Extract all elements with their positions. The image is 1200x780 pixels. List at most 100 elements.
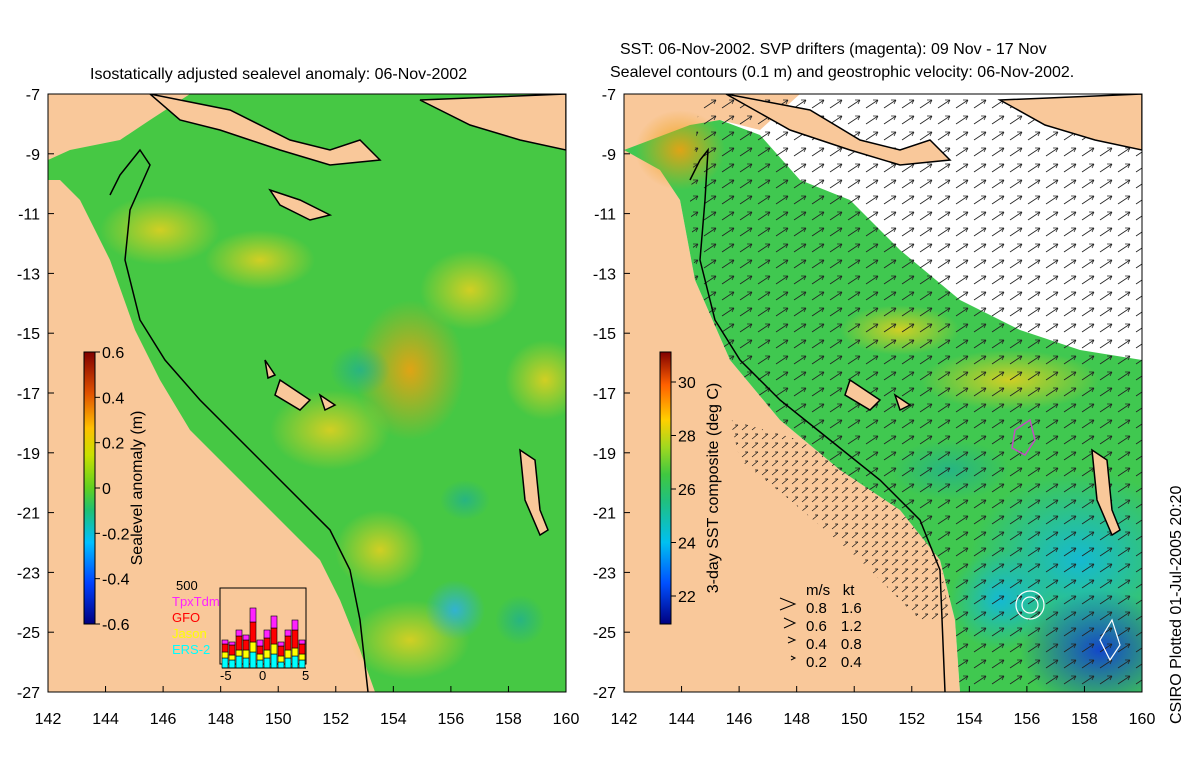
histogram-legend-item: GFO (172, 610, 201, 625)
colorbar-tick-label: 30 (678, 375, 696, 392)
lat-tick-label-left: -21 (17, 506, 40, 523)
lon-tick-label-left: 160 (553, 711, 580, 728)
right-colorbar (659, 351, 672, 625)
histogram-bar-segment (298, 643, 306, 655)
histogram-bar-segment (277, 661, 285, 669)
colorbar-tick-label: 0.4 (102, 390, 124, 407)
lon-tick-label-right: 142 (611, 711, 638, 728)
left-map (48, 94, 566, 692)
lon-tick-label-right: 156 (1014, 711, 1041, 728)
colorbar-tick-label: -0.2 (102, 526, 130, 543)
colorbar-tick-label: 28 (678, 429, 696, 446)
histogram-legend-item: ERS-2 (172, 642, 211, 657)
histogram-bar-segment (221, 639, 229, 645)
histogram-bar-segment (263, 637, 271, 651)
histogram-bar-segment (249, 621, 257, 643)
colorbar-tick-label: 0 (102, 481, 111, 498)
histogram-bar-segment (221, 657, 229, 669)
lat-tick-label-left: -27 (17, 685, 40, 702)
lon-tick-label-left: 150 (265, 711, 292, 728)
lat-tick-label-right: -9 (602, 147, 616, 164)
lat-tick-label-right: -7 (602, 87, 616, 104)
lon-tick-label-right: 152 (898, 711, 925, 728)
histogram-bar-segment (291, 647, 299, 657)
lat-tick-label-left: -11 (18, 207, 40, 224)
velocity-kt: 0.4 (840, 654, 862, 671)
histogram-bar-segment (291, 655, 299, 669)
right-panel-title-line1: SST: 06-Nov-2002. SVP drifters (magenta)… (620, 41, 1047, 58)
lon-tick-label-left: 144 (92, 711, 119, 728)
histogram-bar-segment (284, 635, 292, 651)
lon-tick-label-left: 148 (207, 711, 234, 728)
lat-tick-label-left: -23 (17, 565, 40, 582)
right-colorbar-label: 3-day SST composite (deg C) (705, 382, 722, 594)
lat-tick-label-left: -25 (17, 625, 40, 642)
colorbar-tick-label: 0.2 (102, 436, 124, 453)
histogram-bar-segment (298, 639, 306, 645)
lat-tick-label-right: -13 (593, 266, 616, 283)
histogram-bar-segment (221, 651, 229, 659)
histogram-bar-segment (298, 659, 306, 669)
histogram-bar-segment (256, 639, 264, 647)
lat-tick-label-right: -11 (594, 207, 616, 224)
velocity-legend-row: 0.8 1.6 (806, 600, 862, 618)
lon-tick-label-right: 150 (841, 711, 868, 728)
histogram-bar-segment (277, 641, 285, 647)
lon-tick-label-left: 158 (495, 711, 522, 728)
colorbar-tick-label: 22 (678, 589, 696, 606)
histogram-bar-segment (228, 644, 236, 656)
lon-tick-label-right: 160 (1129, 711, 1156, 728)
histogram-bar-segment (242, 634, 250, 641)
lat-tick-label-right: -15 (593, 326, 616, 343)
histogram-x-tick-label: 0 (259, 668, 267, 683)
histogram-bar-segment (249, 641, 257, 653)
histogram-bar-segment (284, 629, 292, 637)
colorbar-tick-label: -0.6 (102, 617, 130, 634)
lat-tick-label-left: -9 (26, 147, 40, 164)
velocity-ms: 0.2 (806, 654, 827, 671)
velocity-kt: 1.6 (840, 600, 862, 617)
velocity-legend-row: 0.4 0.8 (806, 636, 862, 654)
lat-tick-label-right: -17 (593, 386, 616, 403)
lon-tick-label-right: 158 (1071, 711, 1098, 728)
histogram-bar-segment (235, 635, 243, 651)
velocity-legend-arrows (779, 597, 797, 661)
histogram-bar-segment (242, 649, 250, 659)
axis-ticks: -7 -7 -9 -9 -11 -11 -13 -13 -15 -15 -17 -17 -19 -19 -2… (17, 87, 1156, 728)
lat-tick-label-left: -15 (17, 326, 40, 343)
lon-tick-label-left: 152 (322, 711, 349, 728)
velocity-legend-header-kt: kt (842, 582, 855, 599)
histogram-bar-segment (235, 655, 243, 669)
histogram-bar-segment (228, 659, 236, 669)
histogram-bar-segment (256, 645, 264, 655)
right-colorbar-ticks: 30 28 26 24 22 (671, 375, 696, 606)
histogram-bar-segment (284, 657, 292, 669)
histogram-bar-segment (263, 649, 271, 659)
velocity-ms: 0.4 (806, 636, 827, 653)
lon-tick-label-right: 146 (726, 711, 753, 728)
lon-tick-label-right: 148 (783, 711, 810, 728)
histogram-bar-segment (242, 639, 250, 651)
histogram-bar-segment (228, 641, 236, 646)
histogram-x-tick-label: -5 (220, 668, 232, 683)
satellite-histogram (219, 587, 307, 669)
histogram-bar-segment (270, 643, 278, 655)
lat-tick-label-left: -13 (17, 266, 40, 283)
lon-tick-label-right: 144 (668, 711, 695, 728)
lat-tick-label-right: -27 (593, 685, 616, 702)
histogram-bar-segment (235, 649, 243, 657)
histogram-bar-segment (235, 629, 243, 637)
velocity-ms: 0.8 (806, 600, 827, 617)
histogram-bar-segment (277, 645, 285, 657)
velocity-legend-header-ms: m/s (806, 582, 831, 599)
lat-tick-label-left: -17 (17, 386, 40, 403)
right-map (624, 94, 1142, 692)
histogram-bar-segment (249, 651, 257, 669)
velocity-legend: m/s kt 0.8 1.6 0.6 1.2 0.4 0.8 0.2 0.4 (806, 582, 862, 672)
lon-tick-label-left: 146 (150, 711, 177, 728)
left-colorbar-label: Sealevel anomaly (m) (129, 410, 146, 566)
histogram-legend-item: Jason (172, 626, 207, 641)
lat-tick-label-right: -23 (593, 565, 616, 582)
credit-text: CSIRO Plotted 01-Jul-2005 20:20 (1168, 485, 1185, 724)
